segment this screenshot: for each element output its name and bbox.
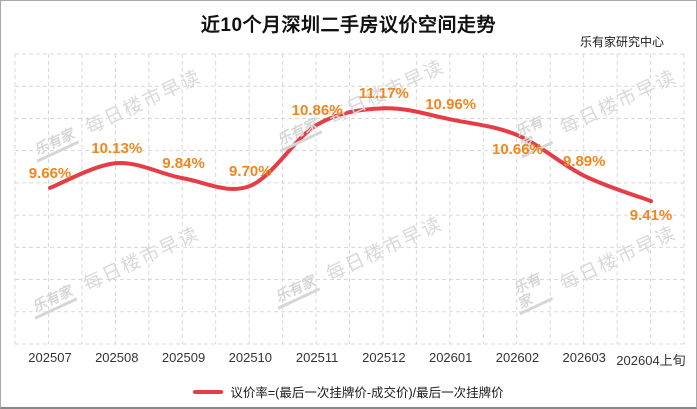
x-axis-label: 202602 [495, 350, 540, 365]
legend: 议价率=(最后一次挂牌价-成交价)/最后一次挂牌价 [1, 382, 696, 401]
source-label: 乐有家研究中心 [579, 35, 664, 49]
data-point-label: 9.66% [28, 164, 72, 182]
data-point-label: 10.13% [91, 140, 143, 158]
x-axis-label: 202510 [228, 350, 273, 365]
x-axis-label: 202512 [362, 350, 406, 365]
data-point-label: 10.66% [492, 141, 543, 159]
x-axis-label: 202603 [562, 350, 606, 365]
x-axis-label: 202507 [28, 350, 72, 365]
data-point-label: 11.17% [358, 85, 409, 103]
data-point-label: 10.86% [291, 101, 343, 119]
series-line [48, 106, 653, 204]
data-point-label: 9.41% [629, 207, 673, 225]
chart-title: 近10个月深圳二手房议价空间走势 [200, 15, 497, 36]
legend-line-swatch [193, 389, 224, 394]
legend-label: 议价率=(最后一次挂牌价-成交价)/最后一次挂牌价 [230, 386, 504, 400]
x-axis-label: 202508 [95, 350, 139, 365]
data-point-label: 10.96% [425, 96, 477, 114]
data-point-label: 9.84% [162, 155, 205, 173]
data-point-label: 9.70% [229, 162, 272, 180]
x-axis-label: 202601 [428, 350, 473, 365]
x-axis-label: 202511 [295, 350, 339, 365]
x-axis-label: 202604上旬 [616, 353, 686, 368]
data-point-label: 9.89% [562, 152, 606, 170]
x-axis-label: 202509 [161, 350, 206, 365]
